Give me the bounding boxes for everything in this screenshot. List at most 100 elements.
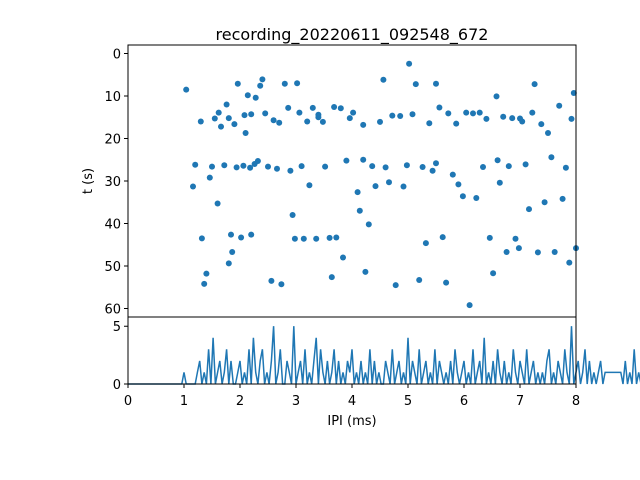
- x-tick-label: 6: [460, 394, 468, 409]
- raster-point: [476, 109, 483, 116]
- raster-point: [436, 104, 443, 111]
- raster-point: [252, 94, 259, 101]
- raster-point: [362, 268, 369, 275]
- raster-point: [198, 235, 205, 242]
- raster-point: [248, 111, 255, 118]
- raster-point: [337, 105, 344, 112]
- raster-point: [326, 234, 333, 241]
- raster-point: [209, 163, 215, 170]
- raster-point: [562, 164, 569, 171]
- raster-point: [309, 104, 316, 111]
- histogram-x-ticks: 0 1 2 3 4 5 6 7 8: [124, 384, 580, 409]
- raster-point: [346, 115, 353, 122]
- raster-point: [517, 115, 523, 122]
- raster-point: [300, 235, 307, 242]
- raster-point: [466, 302, 473, 309]
- raster-point: [522, 161, 529, 168]
- raster-point: [221, 162, 228, 169]
- raster-point: [244, 92, 251, 99]
- raster-point: [389, 112, 396, 119]
- raster-point: [392, 282, 399, 289]
- raster-point: [566, 259, 573, 266]
- raster-point: [228, 231, 234, 238]
- raster-point: [183, 86, 190, 93]
- raster-point: [538, 121, 545, 128]
- raster-point: [333, 234, 340, 241]
- raster-point: [480, 164, 486, 170]
- raster-point: [223, 101, 230, 108]
- raster-point: [377, 118, 383, 125]
- x-tick-label: 0: [124, 394, 132, 409]
- raster-point: [298, 163, 305, 170]
- raster-point: [559, 195, 566, 202]
- raster-point: [445, 110, 452, 117]
- raster-point: [412, 81, 419, 88]
- raster-point: [287, 167, 294, 174]
- raster-point: [473, 195, 480, 201]
- raster-plot-area: [128, 45, 576, 317]
- raster-point: [372, 183, 379, 190]
- raster-point: [568, 115, 575, 122]
- raster-point: [531, 81, 538, 88]
- raster-point: [340, 254, 346, 261]
- x-tick-label: 4: [348, 394, 356, 409]
- raster-point: [285, 104, 292, 111]
- raster-point: [201, 280, 208, 287]
- x-tick-label: 5: [404, 394, 412, 409]
- raster-point: [397, 113, 404, 119]
- raster-point: [254, 158, 261, 164]
- raster-point: [449, 171, 456, 178]
- raster-point: [294, 80, 301, 87]
- raster-point: [490, 270, 497, 277]
- raster-point: [500, 113, 507, 120]
- raster-point: [515, 245, 522, 252]
- raster-y-tick-label: 60: [104, 303, 121, 318]
- raster-point: [276, 119, 283, 126]
- raster-point: [218, 123, 224, 130]
- raster-y-tick-label: 30: [104, 175, 121, 190]
- raster-point: [551, 249, 558, 255]
- raster-point: [486, 234, 493, 241]
- histogram-y-tick-label: 5: [113, 320, 121, 335]
- x-tick-label: 7: [516, 394, 524, 409]
- raster-point: [257, 82, 264, 89]
- x-tick-label: 8: [572, 394, 580, 409]
- raster-point: [313, 235, 320, 242]
- raster-points: [183, 60, 579, 309]
- raster-point: [331, 104, 338, 110]
- raster-point: [459, 193, 466, 200]
- raster-point: [281, 80, 288, 87]
- raster-point: [439, 234, 446, 241]
- x-tick-label: 1: [180, 394, 188, 409]
- raster-point: [429, 167, 436, 174]
- histogram-y-ticks: 05: [113, 320, 128, 393]
- raster-point: [433, 80, 439, 87]
- raster-point: [229, 249, 236, 255]
- raster-point: [556, 102, 563, 109]
- raster-point: [416, 277, 423, 283]
- raster-point: [262, 110, 269, 117]
- raster-point: [274, 165, 280, 172]
- raster-point: [493, 93, 500, 100]
- raster-point: [354, 189, 361, 196]
- raster-point: [259, 76, 266, 83]
- raster-point: [319, 118, 326, 125]
- x-axis-label: IPI (ms): [327, 414, 376, 429]
- raster-point: [328, 274, 335, 281]
- raster-point: [512, 235, 519, 242]
- raster-point: [238, 234, 245, 241]
- raster-point: [247, 164, 254, 171]
- raster-point: [289, 212, 296, 218]
- raster-point: [426, 120, 433, 127]
- raster-point: [322, 163, 329, 170]
- raster-point: [315, 114, 322, 121]
- raster-point: [548, 154, 555, 161]
- raster-point: [570, 90, 577, 96]
- raster-point: [496, 179, 503, 186]
- raster-point: [296, 109, 303, 116]
- raster-point: [197, 118, 204, 125]
- raster-point: [386, 179, 392, 186]
- raster-point: [406, 60, 413, 67]
